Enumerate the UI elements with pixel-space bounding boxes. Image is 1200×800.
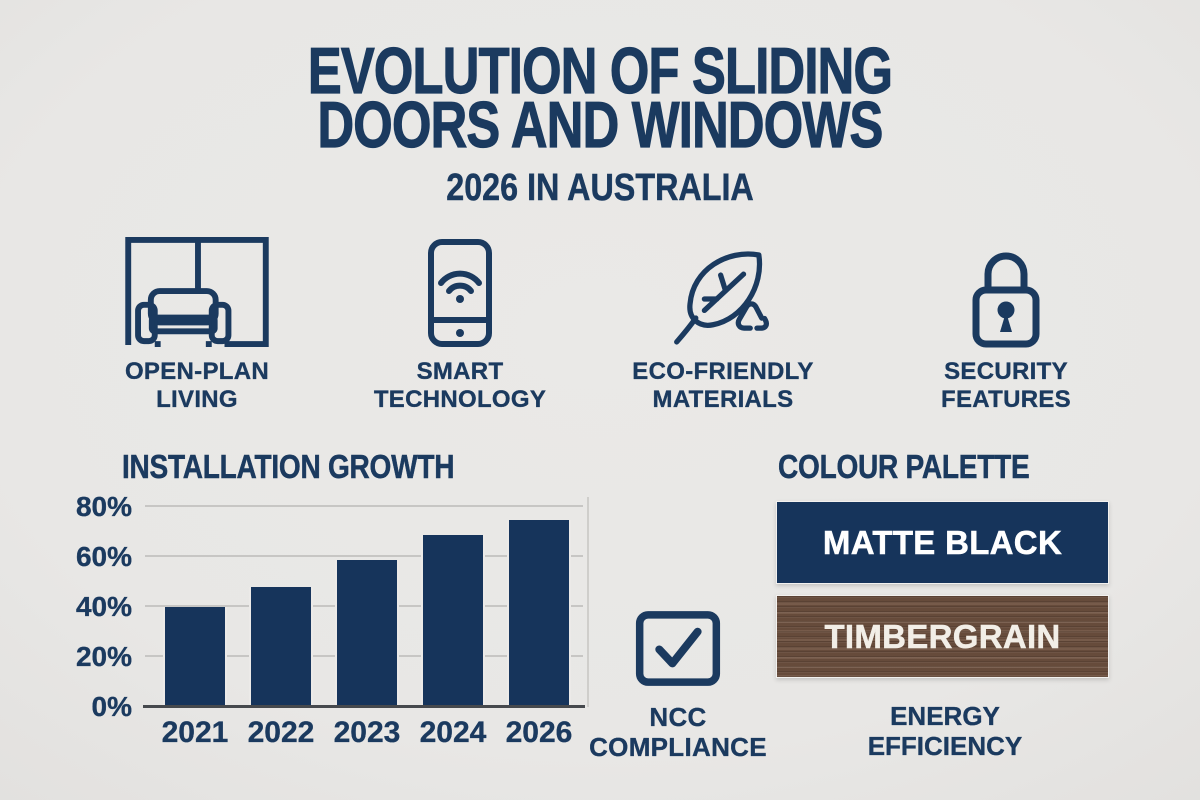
padlock-icon <box>876 236 1136 348</box>
energy-efficiency-label: ENERGY EFFICIENCY <box>845 701 1045 761</box>
sofa-room-icon <box>67 236 327 348</box>
feature-label: SECURITY FEATURES <box>876 358 1136 414</box>
y-tick-0%: 0% <box>91 691 132 722</box>
gridline-80% <box>145 505 583 507</box>
features-row: OPEN-PLAN LIVING SMART TECHNOLOGY <box>0 236 1200 426</box>
feature-security-features: SECURITY FEATURES <box>876 236 1136 414</box>
feature-label: SMART TECHNOLOGY <box>330 358 590 414</box>
header: EVOLUTION OF SLIDING DOORS AND WINDOWS 2… <box>0 34 1200 209</box>
energy-label-line: ENERGY <box>890 701 1000 731</box>
bar-2024 <box>423 534 483 707</box>
ncc-label-line: COMPLIANCE <box>589 732 767 762</box>
feature-label-line: SECURITY <box>944 358 1068 385</box>
chart-title: INSTALLATION GROWTH <box>122 448 455 486</box>
feature-open-plan-living: OPEN-PLAN LIVING <box>67 236 327 414</box>
page-subtitle: 2026 IN AUSTRALIA <box>446 167 754 209</box>
feature-label: ECO-FRIENDLY MATERIALS <box>593 358 853 414</box>
swatch-timbergrain: TIMBERGRAIN <box>776 595 1109 678</box>
y-tick-60%: 60% <box>75 541 132 572</box>
feature-smart-technology: SMART TECHNOLOGY <box>330 236 590 414</box>
y-tick-20%: 20% <box>75 641 132 672</box>
colour-palette-heading: COLOUR PALETTE <box>778 448 1030 486</box>
energy-label-line: EFFICIENCY <box>867 731 1023 761</box>
feature-label-line: TECHNOLOGY <box>373 386 547 413</box>
x-tick-2021: 2021 <box>161 716 229 749</box>
bar-2023 <box>337 559 397 707</box>
bar-2026 <box>509 519 569 707</box>
page-title-line-2: DOORS AND WINDOWS <box>317 88 884 161</box>
feature-label-line: FEATURES <box>941 386 1071 413</box>
feature-eco-friendly-materials: ECO-FRIENDLY MATERIALS <box>593 236 853 414</box>
feature-label-line: OPEN-PLAN <box>124 358 270 385</box>
ncc-compliance-block: NCC COMPLIANCE <box>588 610 768 762</box>
bar-2022 <box>251 587 311 707</box>
y-tick-80%: 80% <box>75 491 132 522</box>
chart-x-axis-labels: 2021 2022 2023 2024 2026 <box>145 716 583 752</box>
bar-2021 <box>165 607 225 707</box>
leaf-recycle-icon <box>593 236 853 348</box>
x-axis-line <box>143 705 585 708</box>
swatch-matte-black: MATTE BLACK <box>776 501 1109 584</box>
feature-label-line: SMART <box>416 358 504 385</box>
x-tick-2024: 2024 <box>419 716 487 749</box>
feature-label-line: ECO-FRIENDLY <box>632 358 814 385</box>
smartphone-wifi-icon <box>330 236 590 348</box>
page-title-line-1: EVOLUTION OF SLIDING <box>307 34 893 107</box>
feature-label-line: LIVING <box>156 386 238 413</box>
y-tick-40%: 40% <box>75 591 132 622</box>
gridline-60% <box>145 555 583 557</box>
feature-label-line: MATERIALS <box>652 386 794 413</box>
ncc-compliance-label: NCC COMPLIANCE <box>588 702 768 762</box>
x-tick-2022: 2022 <box>247 716 315 749</box>
x-tick-2023: 2023 <box>333 716 401 749</box>
feature-label: OPEN-PLAN LIVING <box>67 358 327 414</box>
chart-y-axis-labels: 0% 20% 40% 60% 80% <box>56 492 132 720</box>
ncc-label-line: NCC <box>649 702 707 732</box>
x-tick-2026: 2026 <box>505 716 573 749</box>
checkbox-checked-icon <box>588 610 768 687</box>
installation-growth-bar-chart <box>143 497 589 708</box>
